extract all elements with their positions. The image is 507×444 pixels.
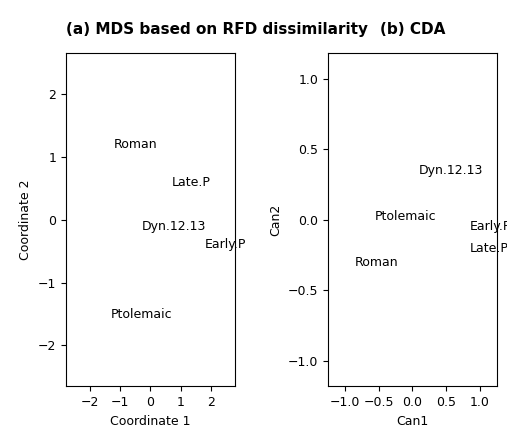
Text: Late.P: Late.P <box>171 175 210 189</box>
Text: Ptolemaic: Ptolemaic <box>111 308 173 321</box>
Text: Ptolemaic: Ptolemaic <box>375 210 437 223</box>
Y-axis label: Can2: Can2 <box>269 204 282 236</box>
Text: Roman: Roman <box>114 138 158 151</box>
Text: Roman: Roman <box>355 256 399 269</box>
Text: Late.P: Late.P <box>470 242 507 254</box>
Text: (a) MDS based on RFD dissimilarity: (a) MDS based on RFD dissimilarity <box>66 22 368 37</box>
Text: (b) CDA: (b) CDA <box>380 22 445 37</box>
Text: Early.P: Early.P <box>205 238 246 251</box>
Y-axis label: Coordinate 2: Coordinate 2 <box>19 179 32 260</box>
Text: Dyn.12.13: Dyn.12.13 <box>419 164 484 177</box>
X-axis label: Can1: Can1 <box>396 415 428 428</box>
Text: Early.P: Early.P <box>470 220 507 234</box>
X-axis label: Coordinate 1: Coordinate 1 <box>110 415 191 428</box>
Text: Dyn.12.13: Dyn.12.13 <box>141 220 206 233</box>
